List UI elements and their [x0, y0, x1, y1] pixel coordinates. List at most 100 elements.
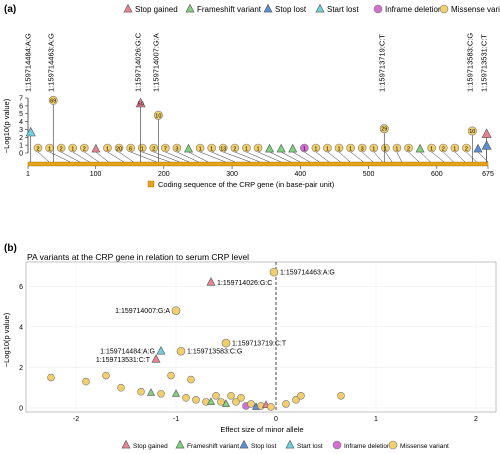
- small-variant-count: 1: [338, 146, 341, 152]
- connector-line: [396, 151, 402, 163]
- small-variant-count: 2: [442, 146, 445, 152]
- small-variant-marker: [207, 143, 216, 153]
- scatter-point: [147, 388, 155, 396]
- connector-line: [385, 151, 393, 163]
- point-label: 1:159714463:A:G: [280, 270, 335, 277]
- scatter-point: [247, 400, 255, 408]
- small-variant-count: 1: [71, 146, 74, 152]
- connector-line: [292, 151, 310, 163]
- legend-label: Inframe deletion: [344, 443, 391, 450]
- connector-line: [338, 151, 351, 163]
- small-variant-count: 1: [430, 146, 433, 152]
- stem-count: 10: [469, 129, 475, 135]
- small-variant-marker: [195, 143, 205, 153]
- variant-id-label-a: 1:159713719:C:T: [377, 34, 386, 92]
- legend-label: Missense variant: [400, 443, 449, 450]
- small-variant-count: 2: [36, 146, 39, 152]
- small-variant-count: 2: [83, 146, 86, 152]
- connector-line: [61, 151, 80, 163]
- legend-label: Stop lost: [275, 5, 307, 14]
- y-tick-label-a: 7: [19, 96, 23, 103]
- x-tick-label-a: 1: [26, 171, 30, 178]
- small-variant-marker: [334, 143, 344, 153]
- small-variant-marker: [265, 143, 275, 153]
- connector-line: [454, 151, 466, 163]
- point-label: 1:159714484:A:G: [100, 349, 155, 356]
- connector-line: [200, 151, 226, 163]
- stem-marker: [153, 110, 163, 120]
- legend-marker: [332, 440, 342, 450]
- x-tick-label-a: 200: [158, 171, 170, 178]
- small-variant-count: 1: [245, 146, 248, 152]
- small-variant-count: 1: [48, 146, 51, 152]
- x-tick-label-a: 100: [90, 171, 102, 178]
- connector-line: [419, 151, 431, 163]
- small-variant-marker: [300, 143, 309, 153]
- connector-line: [350, 151, 364, 163]
- labeled-scatter-point: [221, 338, 231, 348]
- connector-line: [477, 151, 489, 163]
- scatter-point: [187, 375, 195, 384]
- legend-label: Start lost: [327, 5, 359, 14]
- x-tick-label-a: 400: [294, 171, 306, 178]
- y-tick-label-a: 1: [19, 143, 23, 150]
- point-label: 1:159714007:G:A: [115, 308, 170, 315]
- variant-id-label-a: 1:159714484:A:G: [24, 33, 33, 92]
- scatter-point: [282, 400, 290, 408]
- x-tick-label-a: 600: [431, 171, 443, 178]
- stem-count: 10: [155, 113, 161, 119]
- stem-marker: [481, 128, 492, 138]
- legend-label: Frameshift variant: [187, 443, 239, 450]
- scatter-point: [192, 396, 200, 404]
- scatter-point: [227, 391, 235, 400]
- labeled-scatter-point: [176, 346, 186, 356]
- scatter-point: [297, 391, 305, 400]
- variant-id-label-a: 1:159713583:C:G: [465, 33, 474, 92]
- small-variant-marker: [242, 143, 251, 153]
- small-variant-marker: [311, 143, 321, 153]
- y-tick-label-a: 4: [19, 119, 23, 126]
- legend-label: Frameshift variant: [197, 5, 262, 14]
- small-variant-marker: [450, 143, 460, 153]
- connector-line: [246, 151, 270, 163]
- stem-marker: [25, 126, 36, 137]
- small-variant-count: 1: [303, 146, 306, 152]
- small-variant-marker: [103, 143, 112, 153]
- stem-count: 69: [50, 98, 56, 104]
- scatter-point: [207, 397, 215, 405]
- point-label: 1:159713583:C:G: [187, 349, 242, 356]
- connector-line: [362, 151, 374, 163]
- scatter-point: [237, 394, 245, 402]
- connector-line: [130, 151, 157, 163]
- connector-line: [153, 151, 180, 163]
- small-variant-marker: [218, 143, 228, 153]
- connector-line: [281, 151, 301, 163]
- scatter-point: [217, 398, 225, 406]
- connector-line: [49, 151, 71, 163]
- small-variant-count: 7: [164, 146, 167, 152]
- small-variant-marker: [357, 143, 367, 153]
- small-variant-marker: [56, 143, 66, 153]
- small-variant-count: 1: [395, 146, 398, 152]
- connector-line: [95, 151, 109, 163]
- small-variant-count: 2: [233, 146, 236, 152]
- small-variant-marker: [91, 143, 101, 153]
- y-tick-label-a: 5: [19, 111, 23, 118]
- connector-line: [223, 151, 251, 163]
- small-variant-count: 2: [60, 146, 63, 152]
- x-tick-label-b: 1: [374, 416, 378, 423]
- x-tick-label-b: -1: [173, 416, 179, 423]
- x-tick-label-b: 0: [274, 416, 278, 423]
- small-variant-marker: [184, 143, 194, 153]
- scatter-point: [102, 371, 110, 380]
- legend-top: Stop gained Frameshift variant Stop lost St…: [123, 3, 500, 14]
- y-tick-label-b: 2: [19, 365, 23, 372]
- scatter-point: [222, 399, 230, 407]
- small-variant-marker: [276, 143, 286, 153]
- legend-marker: [263, 3, 273, 13]
- legend-marker: [175, 439, 185, 449]
- scatter-point: [47, 373, 55, 382]
- y-tick-label-b: 4: [19, 324, 23, 331]
